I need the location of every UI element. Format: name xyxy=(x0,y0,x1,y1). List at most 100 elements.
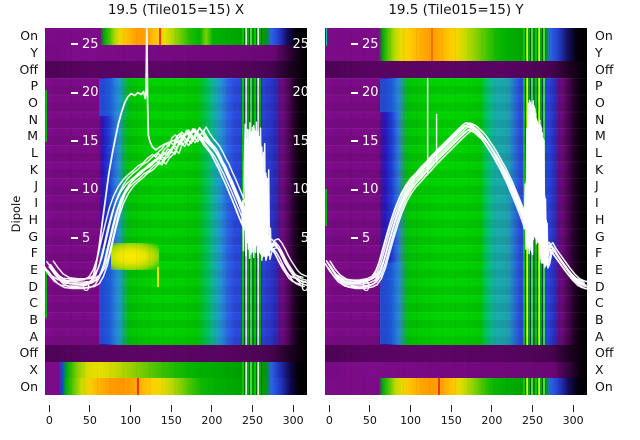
y-tick-label: 10 xyxy=(362,182,379,198)
heatmap-band xyxy=(325,378,587,395)
x-tick-mark xyxy=(130,405,132,412)
row-label: I xyxy=(34,195,38,211)
y-tick-mark xyxy=(71,43,78,45)
heatmap-band xyxy=(325,361,587,379)
y-tick-label-right: 10 xyxy=(292,182,307,198)
row-label: Y xyxy=(30,45,38,61)
y-tick-label-right: 15 xyxy=(292,133,307,149)
row-label: X xyxy=(29,361,38,377)
y-tick-mark xyxy=(71,140,78,143)
y-tick-label: 0 xyxy=(82,279,91,295)
row-label: Y xyxy=(595,45,603,61)
x-tick-mark xyxy=(450,405,452,412)
rfi-stripes xyxy=(522,28,547,62)
row-label: C xyxy=(595,295,604,311)
row-label: On xyxy=(595,378,613,394)
row-label: L xyxy=(595,145,602,161)
row-label: J xyxy=(34,178,38,194)
x-tick-label: 250 xyxy=(241,414,263,427)
row-label: A xyxy=(29,328,38,344)
y-tick-mark xyxy=(351,43,358,45)
row-label: Off xyxy=(19,345,38,361)
rfi-stripes xyxy=(242,378,262,395)
x-tick-label: 150 xyxy=(440,414,462,427)
feature-redline xyxy=(137,378,140,395)
row-label: M xyxy=(27,128,38,144)
row-label: E xyxy=(30,261,38,277)
row-label: H xyxy=(595,211,605,227)
x-tick-label: 300 xyxy=(282,414,304,427)
y-tick-mark xyxy=(71,237,78,240)
x-tick-mark xyxy=(369,405,371,412)
y-tick-mark xyxy=(351,140,358,143)
heatmap-plot-x: 25 25 20 20 15 15 10 10 5 5 0 0 xyxy=(45,28,307,395)
row-label: F xyxy=(595,245,603,261)
row-labels-right: On Y Off P O N M L K J I H G F E D C B A Off X On xyxy=(595,28,639,395)
y-tick-label: 15 xyxy=(362,133,379,149)
x-tick-label: 50 xyxy=(362,414,377,427)
right-plot-title: 19.5 (Tile015=15) Y xyxy=(388,2,524,18)
heatmap-band xyxy=(45,28,307,46)
row-label: On xyxy=(20,28,38,44)
x-tick-label: 0 xyxy=(325,414,333,427)
x-tick-mark xyxy=(211,405,213,412)
x-axis-left-plot: 0 50 100 150 200 250 300 xyxy=(45,395,307,437)
y-tick-mark xyxy=(351,237,358,240)
row-label: On xyxy=(595,28,613,44)
row-label: K xyxy=(29,161,38,177)
feature-sliver2 xyxy=(325,28,328,47)
x-tick-label: 300 xyxy=(562,414,584,427)
y-tick-label: 25 xyxy=(362,36,379,52)
y-tick-label-right: 0 xyxy=(300,279,307,295)
feature-sliver xyxy=(45,90,48,142)
x-tick-label: 100 xyxy=(400,414,422,427)
y-tick-label-right: 20 xyxy=(292,85,307,101)
feature-redline xyxy=(159,28,162,45)
x-tick-label: 200 xyxy=(481,414,503,427)
y-tick-label: 20 xyxy=(362,85,379,101)
x-tick-mark xyxy=(531,405,533,412)
y-tick-label: 10 xyxy=(82,182,99,198)
row-label: P xyxy=(595,78,603,94)
heatmap-band xyxy=(45,361,307,379)
x-tick-label: 150 xyxy=(160,414,182,427)
x-tick-label: 100 xyxy=(120,414,142,427)
row-label: I xyxy=(595,195,599,211)
left-plot-title: 19.5 (Tile015=15) X xyxy=(107,2,245,18)
x-tick-mark xyxy=(48,405,50,412)
feature-bluecorner xyxy=(380,262,408,344)
y-tick-mark xyxy=(71,286,78,288)
x-tick-mark xyxy=(328,405,330,412)
row-label: H xyxy=(28,211,38,227)
dipole-traces xyxy=(45,28,307,290)
y-tick-mark xyxy=(71,91,78,94)
heatmap-band xyxy=(45,61,307,79)
row-label: M xyxy=(595,128,606,144)
row-label: L xyxy=(31,145,38,161)
x-tick-mark xyxy=(170,405,172,412)
y-tick-label-right: 5 xyxy=(300,230,307,246)
y-tick-mark xyxy=(71,188,78,191)
x-tick-label: 200 xyxy=(201,414,223,427)
row-label: B xyxy=(595,311,604,327)
rfi-stripes xyxy=(522,378,547,395)
row-label: O xyxy=(28,95,38,111)
feature-redline xyxy=(437,378,440,395)
row-label: A xyxy=(595,328,604,344)
y-tick-mark xyxy=(351,188,358,191)
row-label: G xyxy=(28,228,38,244)
feature-yline xyxy=(157,266,159,287)
y-tick-label: 5 xyxy=(362,230,371,246)
feature-sliver xyxy=(45,270,48,318)
row-label: K xyxy=(595,161,604,177)
x-tick-mark xyxy=(292,405,294,412)
x-tick-mark xyxy=(410,405,412,412)
row-label: C xyxy=(29,295,38,311)
row-label: D xyxy=(595,278,605,294)
heatmap-band xyxy=(45,378,307,395)
row-label: N xyxy=(595,111,605,127)
feature-bluecorner xyxy=(380,79,409,113)
x-axis-right-plot: 0 50 100 150 200 250 300 xyxy=(325,395,587,437)
row-label: B xyxy=(29,311,38,327)
row-label: J xyxy=(595,178,599,194)
